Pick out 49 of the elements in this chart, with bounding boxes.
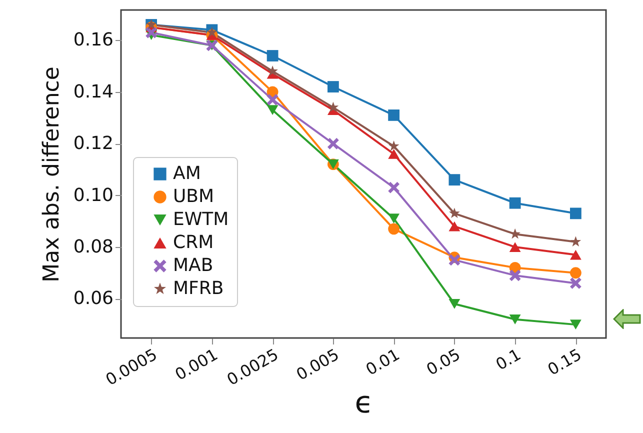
- point: [388, 109, 400, 121]
- y-tick-label: 0.06: [73, 288, 114, 310]
- point: [267, 66, 278, 76]
- point: [448, 221, 460, 232]
- legend-label: UBM: [173, 186, 214, 207]
- y-tick-label: 0.08: [73, 236, 114, 258]
- legend-label: EWTM: [173, 209, 229, 230]
- point: [510, 228, 520, 239]
- point: [509, 197, 521, 209]
- point: [206, 26, 218, 38]
- x-tick-label: 0.1: [492, 344, 524, 374]
- point: [266, 94, 278, 106]
- point: [509, 270, 521, 282]
- point: [448, 174, 460, 186]
- point: [388, 182, 400, 194]
- point: [448, 298, 460, 309]
- point: [570, 236, 582, 246]
- y-tick-label: 0.12: [73, 133, 114, 154]
- x-tick-label: 0.01: [362, 344, 403, 380]
- point: [570, 267, 582, 279]
- point: [388, 149, 400, 159]
- y-tick-label: 0.16: [73, 30, 114, 51]
- point: [266, 105, 278, 115]
- point: [570, 278, 582, 289]
- point: [509, 314, 521, 324]
- point: [570, 320, 582, 330]
- y-axis-title: Max abs. difference: [39, 66, 64, 282]
- point: [570, 208, 582, 220]
- legend-label: CRM: [173, 232, 214, 253]
- point: [509, 242, 521, 252]
- point: [388, 214, 400, 224]
- point: [266, 50, 278, 62]
- point: [388, 140, 400, 151]
- legend-label: MAB: [173, 255, 214, 276]
- legend-label: MFRB: [173, 278, 224, 299]
- x-tick-label: 0.05: [423, 344, 464, 380]
- point: [327, 81, 339, 92]
- point: [448, 254, 460, 266]
- point: [570, 250, 582, 260]
- point: [328, 102, 339, 112]
- point: [388, 223, 400, 235]
- x-tick-label: 0.15: [544, 344, 585, 380]
- y-tick-label: 0.14: [73, 81, 114, 102]
- x-axis-title: ϵ: [354, 385, 374, 420]
- point: [449, 208, 460, 218]
- point: [146, 26, 158, 38]
- point: [327, 138, 339, 150]
- y-tick-label: 0.10: [73, 184, 114, 206]
- legend-label: AM: [173, 163, 201, 184]
